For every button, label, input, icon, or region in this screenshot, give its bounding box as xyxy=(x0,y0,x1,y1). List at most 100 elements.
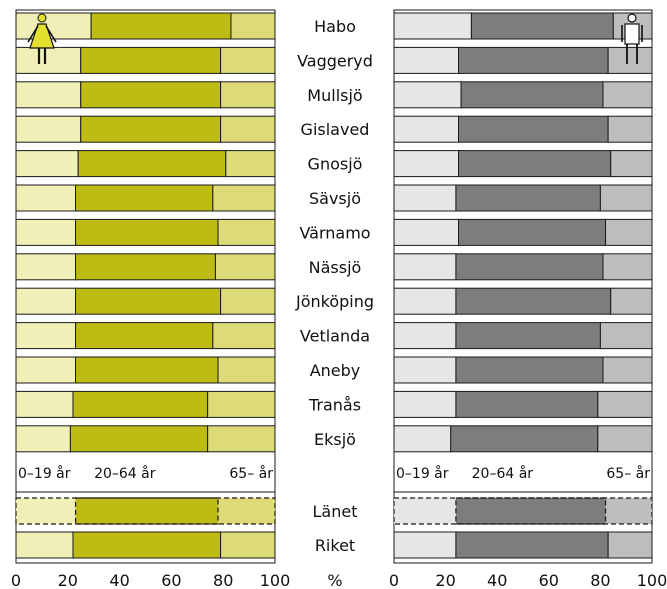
category-label-varnamo: Värnamo xyxy=(299,223,370,242)
bar-right-gnosjo xyxy=(393,150,653,178)
bar-segment-65-plus xyxy=(230,12,276,40)
bar-segment-65-plus xyxy=(605,218,653,246)
bar-left-gnosjo xyxy=(15,150,276,178)
x-tick-label-left-40: 40 xyxy=(109,571,129,589)
panel-frame-left xyxy=(15,9,276,564)
bar-segment-20-64 xyxy=(455,287,612,315)
bar-segment-20-64 xyxy=(458,218,607,246)
bar-segment-65-plus xyxy=(217,218,276,246)
bar-segment-20-64 xyxy=(460,81,604,109)
bar-segment-0-19 xyxy=(393,218,459,246)
category-label-vaggeryd: Vaggeryd xyxy=(297,51,373,70)
bar-outline xyxy=(15,497,276,525)
bar-segment-65-plus xyxy=(607,115,653,143)
category-label-lanet: Länet xyxy=(313,502,358,521)
category-label-nassjo: Nässjö xyxy=(309,258,362,277)
bar-left-vetlanda xyxy=(15,322,276,350)
x-tick-label-right-80: 80 xyxy=(590,571,610,589)
bar-segment-20-64 xyxy=(77,150,227,178)
bar-segment-0-19 xyxy=(393,322,457,350)
bar-segment-20-64 xyxy=(75,184,214,212)
category-label-gislaved: Gislaved xyxy=(301,120,370,139)
bar-segment-0-19 xyxy=(15,46,82,74)
segment-label-left-1: 20–64 år xyxy=(94,465,156,482)
bar-segment-20-64 xyxy=(470,12,614,40)
bar-segment-20-64 xyxy=(458,150,612,178)
bar-segment-65-plus xyxy=(610,150,653,178)
bar-segment-20-64 xyxy=(455,531,609,559)
bar-segment-0-19 xyxy=(15,390,74,418)
x-tick-label-left-80: 80 xyxy=(213,571,233,589)
bar-right-tranas xyxy=(393,390,653,418)
bar-segment-65-plus xyxy=(610,287,653,315)
bar-segment-65-plus xyxy=(212,322,276,350)
bar-segment-65-plus xyxy=(607,46,653,74)
bar-segment-0-19 xyxy=(393,531,457,559)
category-label-mullsjo: Mullsjö xyxy=(307,86,362,105)
bar-segment-20-64 xyxy=(69,425,209,453)
category-label-riket: Riket xyxy=(315,536,355,555)
bar-segment-65-plus xyxy=(602,356,653,384)
bar-segment-20-64 xyxy=(75,287,222,315)
woman-icon xyxy=(27,13,57,64)
bar-segment-65-plus xyxy=(597,425,653,453)
bar-right-vaggeryd xyxy=(393,46,653,74)
bar-right-gislaved xyxy=(393,115,653,143)
bar-segment-0-19 xyxy=(393,12,472,40)
bar-segment-65-plus xyxy=(220,115,276,143)
bar-segment-0-19 xyxy=(15,253,77,281)
bar-segment-65-plus xyxy=(217,356,276,384)
bar-segment-20-64 xyxy=(458,46,609,74)
bar-segment-0-19 xyxy=(393,287,457,315)
segment-label-right-0: 0–19 år xyxy=(396,465,449,482)
bar-segment-65-plus xyxy=(599,184,653,212)
x-tick-label-left-0: 0 xyxy=(11,571,21,589)
bar-segment-20-64 xyxy=(75,356,219,384)
bar-segment-65-plus xyxy=(605,498,652,524)
category-label-jonkoping: Jönköping xyxy=(295,292,374,311)
bar-segment-20-64 xyxy=(75,498,219,524)
bar-segment-0-19 xyxy=(15,356,77,384)
bar-segment-0-19 xyxy=(393,81,462,109)
bar-segment-0-19 xyxy=(15,12,92,40)
bar-left-jonkoping xyxy=(15,287,276,315)
bar-segment-0-19 xyxy=(15,150,79,178)
x-tick-label-left-20: 20 xyxy=(58,571,78,589)
bar-left-riket xyxy=(15,531,276,559)
bar-segment-20-64 xyxy=(455,322,601,350)
category-label-eksjo: Eksjö xyxy=(314,430,356,449)
x-tick-label-right-60: 60 xyxy=(539,571,559,589)
bar-segment-20-64 xyxy=(458,115,609,143)
bar-segment-20-64 xyxy=(72,390,209,418)
bar-segment-65-plus xyxy=(602,253,653,281)
x-tick-label-right-20: 20 xyxy=(435,571,455,589)
bar-segment-0-19 xyxy=(393,390,457,418)
bar-segment-65-plus xyxy=(220,46,276,74)
bar-right-aneby xyxy=(393,356,653,384)
category-label-savsjo: Sävsjö xyxy=(309,189,361,208)
bar-left-lanet xyxy=(15,497,276,525)
segment-label-left-0: 0–19 år xyxy=(18,465,71,482)
bar-segment-0-19 xyxy=(15,115,82,143)
x-tick-label-right-0: 0 xyxy=(389,571,399,589)
bar-left-tranas xyxy=(15,390,276,418)
x-tick-label-right-40: 40 xyxy=(487,571,507,589)
unit-label: % xyxy=(327,571,342,589)
bar-right-habo xyxy=(393,12,653,40)
bar-right-nassjo xyxy=(393,253,653,281)
bar-segment-0-19 xyxy=(15,322,77,350)
bar-segment-65-plus xyxy=(207,425,276,453)
bar-right-lanet xyxy=(393,497,653,525)
panel-frame-right xyxy=(393,9,653,564)
bar-segment-0-19 xyxy=(393,115,459,143)
bar-segment-65-plus xyxy=(607,531,653,559)
bar-segment-20-64 xyxy=(80,81,222,109)
bar-segment-0-19 xyxy=(15,287,77,315)
bar-segment-65-plus xyxy=(602,81,653,109)
category-label-habo: Habo xyxy=(314,17,356,36)
bar-left-savsjo xyxy=(15,184,276,212)
bar-segment-0-19 xyxy=(15,425,71,453)
bar-left-eksjo xyxy=(15,425,276,453)
bar-segment-20-64 xyxy=(80,46,222,74)
bar-left-nassjo xyxy=(15,253,276,281)
